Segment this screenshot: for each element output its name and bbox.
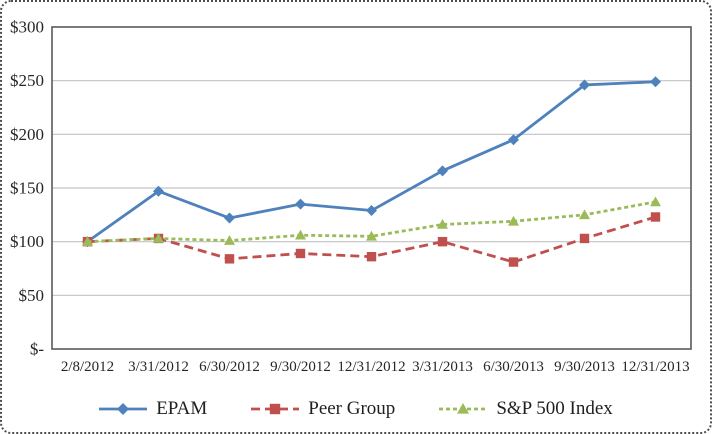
diamond-marker: [224, 212, 235, 224]
diamond-marker: [650, 76, 661, 88]
triangle-marker: [650, 196, 661, 207]
square-marker: [579, 233, 590, 244]
square-marker: [270, 403, 281, 415]
diamond-marker: [437, 165, 448, 177]
triangle-marker: [508, 215, 519, 226]
plot-area-border: [51, 26, 692, 350]
y-tick-label: $250: [10, 71, 44, 90]
series-line: [87, 200, 656, 244]
square-marker: [650, 212, 661, 222]
series-epam: [82, 76, 661, 248]
series-s-p-500-index: [82, 196, 661, 246]
y-tick-label: $200: [10, 125, 44, 144]
y-tick-label: $100: [10, 232, 44, 251]
square-marker: [508, 257, 519, 267]
y-axis-labels: $300 $250 $200 $150 $100 $50 $-: [10, 18, 44, 359]
triangle-marker: [457, 403, 470, 414]
x-tick-label: 2/8/2012: [61, 359, 114, 375]
legend-item-sp500: S&P 500 Index: [439, 398, 613, 420]
triangle-marker: [437, 218, 448, 229]
legend-item-epam: EPAM: [99, 398, 207, 420]
x-tick-label: 6/30/2012: [199, 359, 260, 375]
square-marker: [437, 236, 448, 247]
diamond-marker: [579, 79, 590, 91]
gridlines: [52, 80, 691, 296]
triangle-marker: [295, 229, 306, 240]
triangle-marker: [153, 232, 164, 243]
legend-item-peer-group: Peer Group: [251, 398, 395, 420]
triangle-marker: [579, 209, 590, 220]
peer-group-line-marker-icon: [251, 401, 300, 417]
x-tick-label: 9/30/2012: [270, 359, 331, 375]
square-marker: [295, 248, 306, 259]
diamond-marker: [153, 185, 164, 197]
triangle-marker: [366, 230, 377, 241]
sp500-line-marker-icon: [439, 401, 488, 417]
x-tick-label: 3/31/2012: [128, 359, 189, 375]
diamond-marker: [508, 134, 519, 146]
x-tick-label: 3/31/2013: [412, 359, 473, 375]
x-tick-label: 9/30/2013: [554, 359, 615, 375]
series-line: [86, 80, 656, 243]
legend-label-sp500: S&P 500 Index: [496, 398, 613, 419]
diamond-marker: [117, 403, 130, 415]
y-tick-label: $50: [19, 286, 45, 305]
triangle-marker: [224, 235, 235, 245]
epam-line-marker-icon: [99, 401, 148, 417]
diamond-marker: [295, 198, 306, 210]
x-tick-label: 6/30/2013: [483, 359, 544, 375]
x-tick-label: 12/31/2013: [621, 359, 689, 375]
triangle-marker: [82, 236, 93, 246]
y-tick-label: $150: [10, 179, 44, 198]
y-tick-label: $-: [30, 340, 45, 359]
x-tick-label: 12/31/2012: [337, 359, 405, 375]
square-marker: [366, 251, 377, 262]
diamond-marker: [366, 205, 377, 217]
legend-label-peer-group: Peer Group: [308, 398, 396, 419]
square-marker: [224, 254, 235, 264]
legend-label-epam: EPAM: [156, 398, 208, 419]
x-axis-labels: 2/8/2012 3/31/2012 6/30/2012 9/30/2012 12/31…: [61, 359, 690, 375]
chart-legend: EPAM Peer Group S&P 500 Index: [2, 398, 710, 420]
y-tick-label: $300: [10, 18, 44, 37]
